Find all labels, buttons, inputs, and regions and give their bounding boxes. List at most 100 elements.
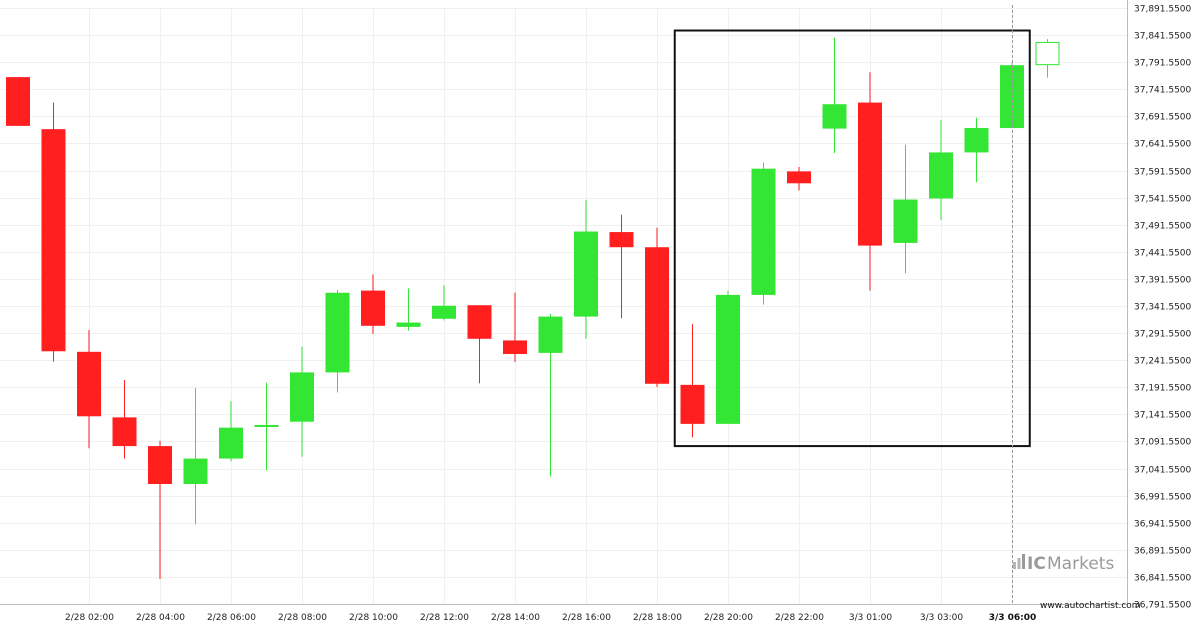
y-tick-label: 37,391.5500 xyxy=(1134,276,1192,286)
candle-body xyxy=(361,290,385,326)
y-tick-label: 37,141.5500 xyxy=(1134,411,1192,421)
candle-body xyxy=(396,322,421,327)
candle xyxy=(645,227,669,388)
candle-body xyxy=(751,168,776,295)
y-tick-label: 37,441.5500 xyxy=(1134,249,1192,259)
candle xyxy=(503,292,527,363)
x-tick-label: 2/28 14:00 xyxy=(491,613,540,623)
candle-body xyxy=(645,247,669,384)
candle-body xyxy=(716,294,740,424)
candle xyxy=(148,440,172,579)
candle-body xyxy=(41,129,66,352)
candle-body xyxy=(112,417,137,447)
candle xyxy=(219,401,243,462)
candle xyxy=(964,117,989,183)
candle-body xyxy=(148,446,172,485)
brand-name-rest: Markets xyxy=(1047,554,1114,574)
candle-body xyxy=(325,292,350,373)
candle-body xyxy=(290,372,314,422)
candle-body xyxy=(183,458,208,485)
candle-body xyxy=(219,427,243,459)
x-tick-label: 2/28 08:00 xyxy=(278,613,327,623)
source-url: www.autochartist.com xyxy=(1040,601,1141,611)
brand-watermark: IC Markets www.autochartist.com xyxy=(1013,554,1141,611)
candle-body xyxy=(893,199,918,243)
candle xyxy=(609,214,634,319)
x-tick-label: 2/28 20:00 xyxy=(704,613,753,623)
x-tick-label: 2/28 04:00 xyxy=(136,613,185,623)
candle-body xyxy=(822,104,847,129)
x-tick-label: 2/28 10:00 xyxy=(349,613,398,623)
candle-body xyxy=(964,128,989,153)
y-tick-label: 37,091.5500 xyxy=(1134,438,1192,448)
candle xyxy=(325,290,350,393)
y-tick-label: 36,991.5500 xyxy=(1134,493,1192,503)
candle xyxy=(680,324,705,438)
candle xyxy=(361,274,385,334)
candle xyxy=(787,167,811,191)
y-tick-label: 37,841.5500 xyxy=(1134,32,1192,42)
candle xyxy=(254,382,279,471)
x-tick-label: 2/28 18:00 xyxy=(633,613,682,623)
candle xyxy=(893,144,918,274)
candle-body xyxy=(609,232,634,248)
y-tick-label: 37,041.5500 xyxy=(1134,466,1192,476)
y-tick-label: 37,341.5500 xyxy=(1134,303,1192,313)
y-tick-label: 37,791.5500 xyxy=(1134,59,1192,69)
candle-body xyxy=(503,340,527,354)
pattern-box xyxy=(673,29,1031,448)
grid-lines xyxy=(0,8,1127,605)
candle-body xyxy=(574,231,598,317)
candle-body xyxy=(254,424,279,427)
candle-body xyxy=(6,77,30,126)
y-tick-label: 36,841.5500 xyxy=(1134,574,1192,584)
candle xyxy=(538,313,563,477)
brand-name-bold: IC xyxy=(1027,554,1046,574)
y-tick-label: 37,891.5500 xyxy=(1134,5,1192,15)
candle xyxy=(858,72,882,291)
candle-body xyxy=(467,305,492,339)
y-tick-label: 36,941.5500 xyxy=(1134,520,1192,530)
candle-body xyxy=(1035,41,1060,66)
y-tick-label: 37,591.5500 xyxy=(1134,168,1192,178)
x-tick-label: 3/3 06:00 xyxy=(989,613,1037,623)
pattern-highlight xyxy=(673,29,1031,448)
y-tick-label: 37,191.5500 xyxy=(1134,384,1192,394)
candle xyxy=(6,77,30,126)
y-tick-label: 36,791.5500 xyxy=(1134,601,1192,611)
candle xyxy=(290,346,314,457)
y-tick-label: 37,641.5500 xyxy=(1134,140,1192,150)
x-tick-label: 2/28 06:00 xyxy=(207,613,256,623)
y-tick-label: 37,741.5500 xyxy=(1134,86,1192,96)
candle xyxy=(77,330,101,449)
candle xyxy=(396,288,421,331)
x-tick-label: 2/28 22:00 xyxy=(775,613,824,623)
y-tick-label: 37,291.5500 xyxy=(1134,330,1192,340)
candle xyxy=(929,119,953,221)
x-tick-label: 3/3 03:00 xyxy=(920,613,964,623)
axes: 37,891.5500 37,841.5500 37,791.5500 37,741.… xyxy=(0,0,1192,623)
candle-body xyxy=(538,316,563,353)
candle xyxy=(751,162,776,305)
candle-body xyxy=(858,102,882,246)
candle-body xyxy=(680,384,705,424)
brand-logo-icon xyxy=(1013,554,1025,569)
y-tick-label: 37,541.5500 xyxy=(1134,195,1192,205)
candle xyxy=(716,290,740,424)
x-tick-label: 2/28 02:00 xyxy=(65,613,114,623)
y-tick-label: 37,491.5500 xyxy=(1134,222,1192,232)
candle-body xyxy=(432,305,456,319)
y-tick-label: 37,691.5500 xyxy=(1134,113,1192,123)
candle xyxy=(183,388,208,525)
candles xyxy=(6,37,1060,579)
candle xyxy=(41,102,66,362)
candle xyxy=(574,200,598,339)
y-tick-label: 36,891.5500 xyxy=(1134,547,1192,557)
candle xyxy=(822,37,847,153)
x-tick-label: 2/28 16:00 xyxy=(562,613,611,623)
candle xyxy=(1035,39,1060,78)
candle-body xyxy=(787,171,811,184)
candle xyxy=(432,285,456,321)
